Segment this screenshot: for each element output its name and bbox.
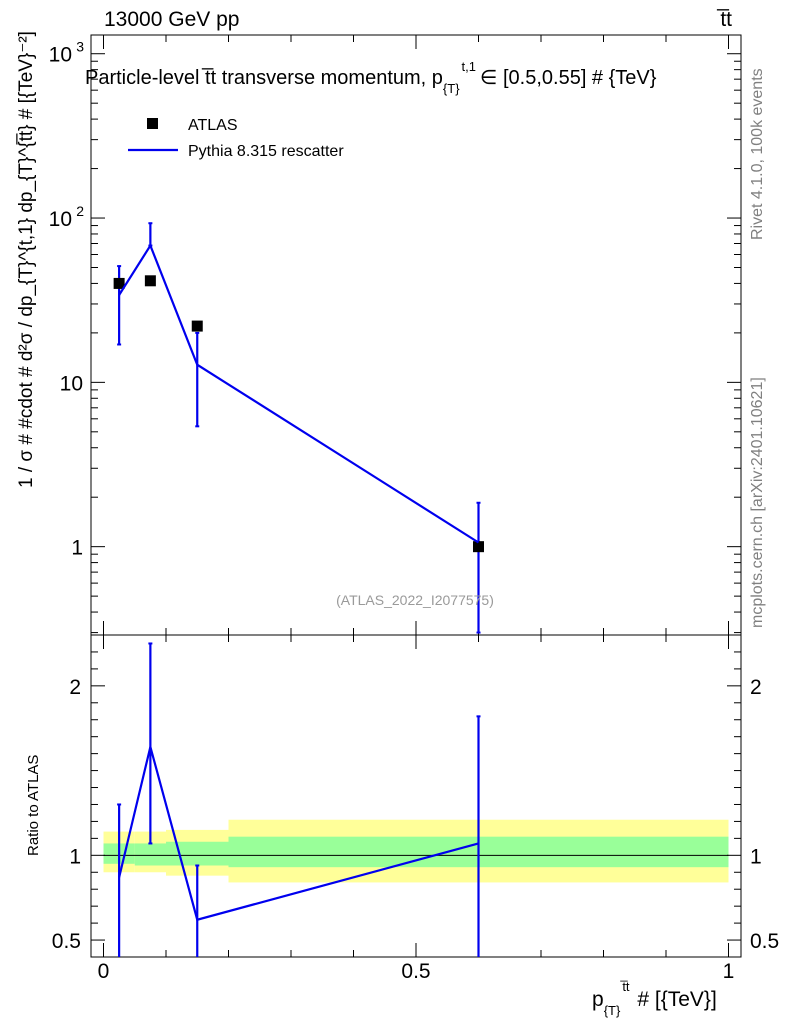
ratio-axis-ticks [91,635,741,957]
process-label: t̅t [716,8,732,31]
x-axis-title-sub: {T} [604,1003,621,1018]
ratio-y-tick-label-right: 0.5 [750,930,779,953]
atlas-data-point [191,320,203,332]
legend-marker-atlas [147,118,158,129]
main-series-layer [113,222,484,634]
plot-title: Particle-level t̅t transverse momentum, … [85,59,657,96]
x-tick-label: 1 [723,960,735,983]
ratio-y-tick-label-right: 1 [750,845,762,868]
main-y-tick-label: 10 [49,44,72,67]
mcplots-label: mcplots.cern.ch [arXiv:2401.10621] [749,377,766,628]
legend-label-pythia: Pythia 8.315 rescatter [188,143,344,160]
ratio-y-tick-label-left: 2 [69,676,81,699]
main-y-tick-label: 10 [49,208,72,231]
main-y-tick-label: 10 [60,372,83,395]
plot-title-sup: t,1 [462,59,476,74]
ratio-tick-labels: 0.5 0.5 1 1 2 2 0 0.5 1 [52,676,779,983]
x-axis-title-sup: t̅t [620,979,630,994]
main-y-tick-exponent: 3 [76,39,84,55]
ratio-panel: 0.5 0.5 1 1 2 2 0 0.5 1 Ratio to ATLAS p{T} t̅t #… [25,634,779,1018]
ratio-y-tick-label-left: 1 [69,845,81,868]
mc-ratio-line [118,746,479,922]
x-tick-label: 0 [98,960,110,983]
x-tick-label: 0.5 [401,960,430,983]
plot-title-sub: {T} [443,81,460,96]
atlas-data-point [473,541,484,553]
ratio-band-inner [134,843,166,866]
plot-title-main: Particle-level t̅t transverse momentum, … [85,67,443,89]
legend: ATLAS Pythia 8.315 rescatter [128,117,344,160]
legend-label-atlas: ATLAS [188,117,238,134]
ratio-band-inner [166,841,229,866]
main-axis-ticks [91,35,741,635]
x-axis-title-tail: # [{TeV}] [632,988,717,1011]
rivet-label: Rivet 4.1.0, 100k events [749,68,766,240]
energy-label: 13000 GeV pp [104,8,239,31]
plot-title-tail: ∈ [0.5,0.55] # {TeV} [480,67,657,89]
ratio-y-tick-label-left: 0.5 [52,930,81,953]
ratio-y-axis-title: Ratio to ATLAS [25,755,42,856]
atlas-data-point [144,275,156,287]
main-y-tick-label: 1 [71,537,83,560]
main-y-tick-exponent: 2 [76,203,84,219]
main-y-axis-title: 1 / σ # #cdot # d²σ / dp_{T}^{t,1} dp_{T… [16,31,37,488]
atlas-data-point [113,277,125,289]
ratio-y-tick-label-right: 2 [750,676,762,699]
mc-line [118,243,480,544]
x-axis-title: p{T} t̅t # [{TeV}] [592,979,717,1018]
x-axis-title-main: p [592,988,604,1011]
ratio-series-layer [117,642,481,957]
analysis-watermark: (ATLAS_2022_I2077575) [336,592,494,608]
ratio-plot-frame [90,634,742,958]
